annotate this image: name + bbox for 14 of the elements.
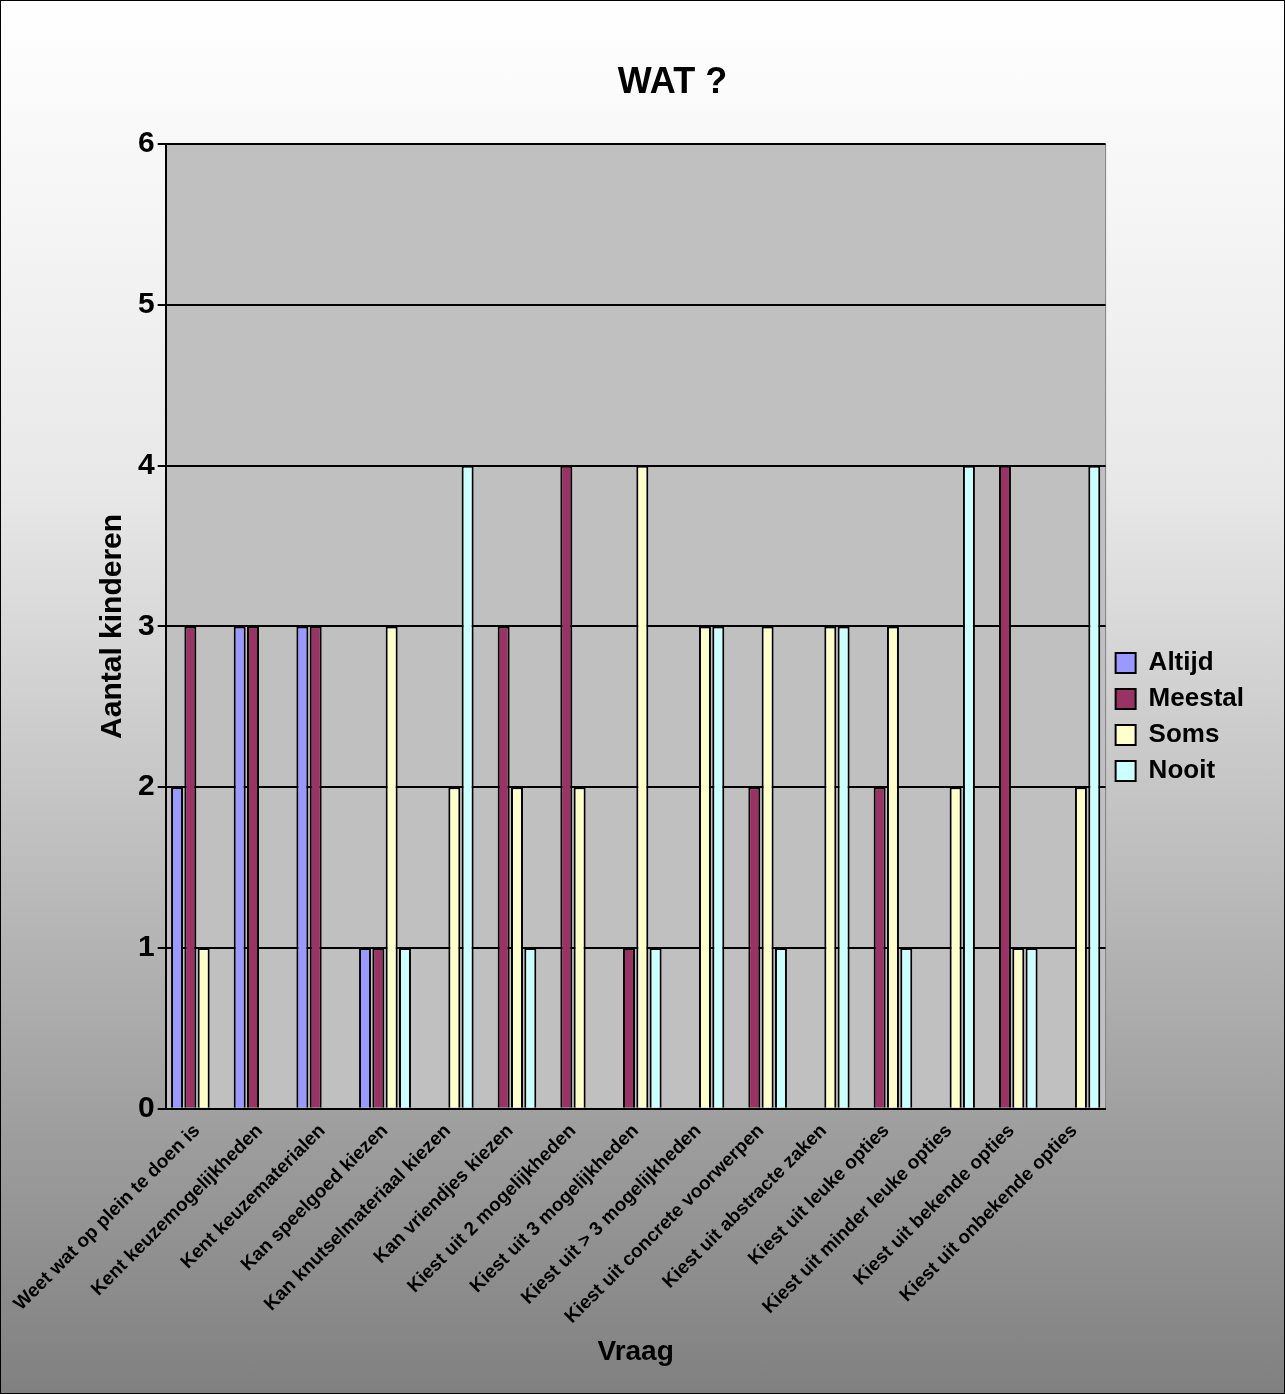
y-tick-label: 0 — [138, 1089, 155, 1123]
legend-label: Soms — [1148, 718, 1220, 749]
y-tick-label: 6 — [138, 125, 155, 159]
y-tick-label: 4 — [138, 446, 155, 480]
y-tick-label: 1 — [138, 929, 155, 963]
x-axis-title: Vraag — [597, 1334, 674, 1366]
y-tick-label: 5 — [138, 286, 155, 320]
y-tick-label: 2 — [138, 768, 155, 802]
chart-title: WAT ? — [617, 59, 728, 101]
y-tick-label: 3 — [138, 607, 155, 641]
legend-label: Nooit — [1148, 754, 1216, 785]
legend-label: Meestal — [1148, 682, 1245, 713]
y-axis-title: Aantal kinderen — [94, 513, 128, 739]
legend-label: Altijd — [1148, 646, 1214, 677]
